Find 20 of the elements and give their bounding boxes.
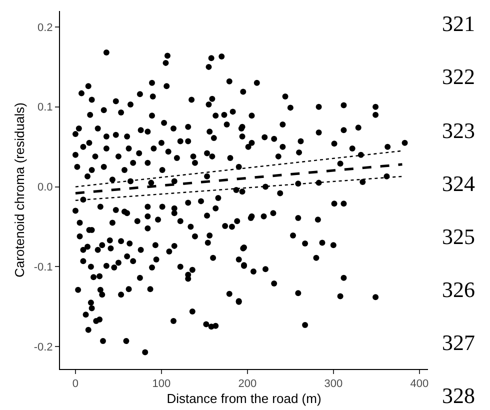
- y-tick-label: 0.2: [38, 22, 53, 34]
- y-tick-label: 0.0: [38, 182, 53, 194]
- text: 326: [442, 277, 475, 302]
- y-tick-label: -0.1: [34, 262, 53, 274]
- text: 325: [442, 224, 475, 249]
- y-tick-label: -0.2: [34, 341, 53, 354]
- x-axis-title: Distance from the road (m): [166, 390, 322, 406]
- x-tick-label: 100: [152, 378, 171, 390]
- text: 323: [442, 118, 475, 143]
- text: 322: [442, 64, 475, 89]
- x-tick-label: 300: [324, 378, 343, 390]
- text: 321: [442, 11, 475, 36]
- text: 327: [442, 330, 475, 355]
- text: 324: [442, 171, 475, 196]
- x-tick-label: 200: [238, 378, 257, 390]
- text: 328: [442, 383, 475, 408]
- y-tick-label: 0.1: [38, 102, 53, 114]
- x-tick-label: 0: [72, 378, 79, 390]
- y-axis-title: Carotenoid chroma (residuals): [12, 102, 27, 278]
- x-tick-label: 400: [410, 378, 429, 390]
